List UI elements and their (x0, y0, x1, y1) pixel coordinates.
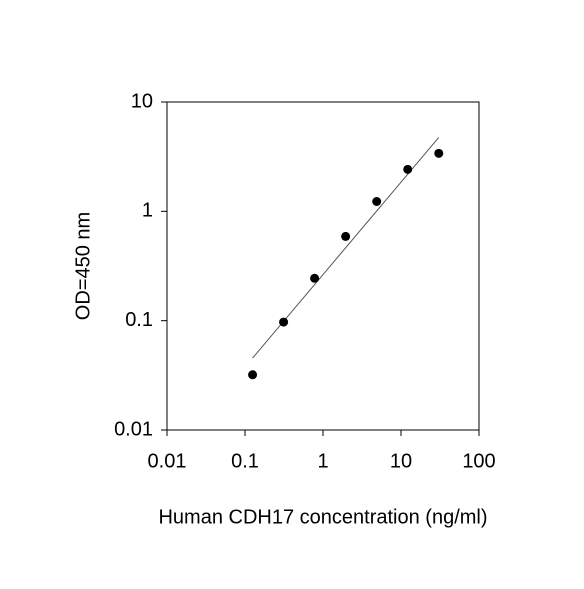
data-point (372, 197, 382, 207)
y-tick-label: 10 (131, 90, 153, 112)
x-tick-label: 1 (317, 450, 328, 472)
x-axis-label: Human CDH17 concentration (ng/ml) (158, 506, 487, 528)
data-point (248, 370, 258, 380)
y-tick-label: 1 (142, 200, 153, 222)
x-tick-label: 100 (462, 450, 495, 472)
y-tick-label: 0.1 (125, 309, 153, 331)
x-tick-label: 0.1 (231, 450, 259, 472)
data-point (279, 317, 289, 327)
data-point (310, 273, 320, 283)
y-tick-label: 0.01 (114, 418, 153, 440)
data-point (341, 231, 351, 241)
data-point (434, 148, 444, 158)
y-axis-label: OD=450 nm (72, 212, 94, 320)
x-tick-label: 10 (390, 450, 412, 472)
data-point (403, 164, 413, 174)
x-tick-label: 0.01 (148, 450, 187, 472)
